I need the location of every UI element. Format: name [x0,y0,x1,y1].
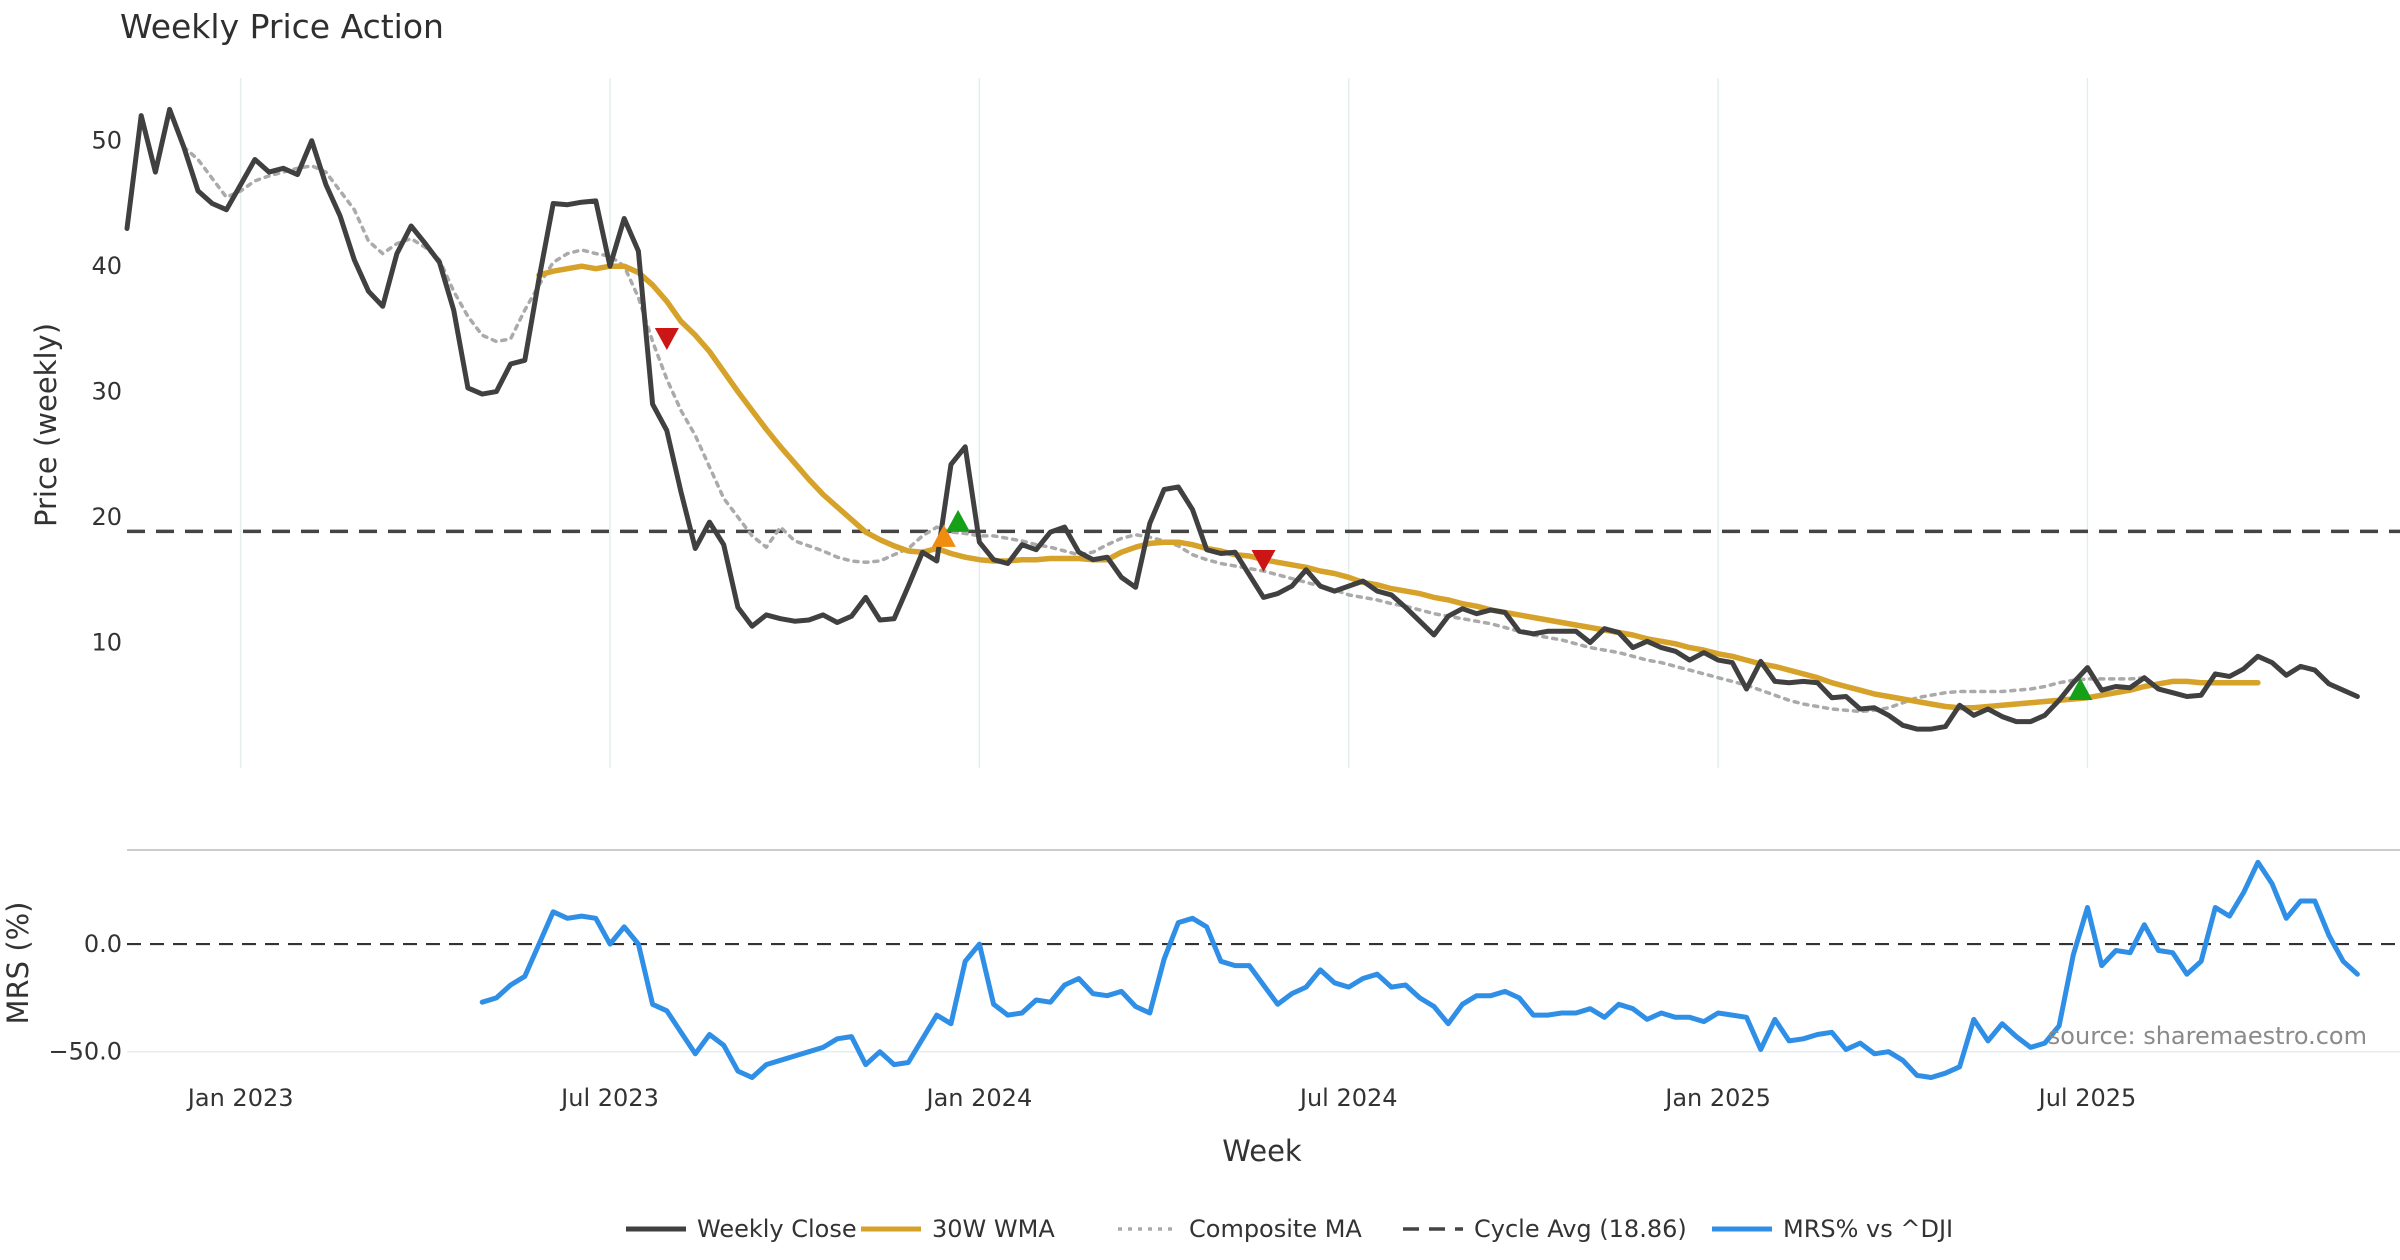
signal-marker-sell [654,327,679,350]
weekly-close-line [124,106,2360,732]
x-tick-label: Jul 2025 [2037,1084,2137,1112]
x-tick-label: Jan 2025 [1663,1084,1771,1112]
x-tick-label: Jul 2023 [559,1084,659,1112]
mrs-line [479,859,2360,1080]
x-axis-ticks: Jan 2023 Jul 2023 Jan 2024 Jul 2024 Jan 2025… [186,1084,2136,1112]
legend-label: Weekly Close [697,1215,857,1243]
legend-item-close: Weekly Close [626,1215,857,1243]
mrs-y-tick-label: −50.0 [48,1038,122,1066]
x-axis-label: Week [1222,1134,1302,1168]
price-series [124,106,2360,732]
signal-marker-neutral [931,524,956,547]
source-label: source: sharemaestro.com [2048,1022,2367,1050]
legend-label: Cycle Avg (18.86) [1474,1215,1687,1243]
price-gridlines [239,78,2089,768]
x-tick-label: Jan 2024 [925,1084,1033,1112]
signal-marker-sell [1251,550,1276,572]
composite-ma-line [182,145,2147,714]
x-tick-label: Jul 2024 [1298,1084,1398,1112]
legend-label: MRS% vs ^DJI [1783,1215,1953,1243]
legend-item-wma: 30W WMA [861,1215,1055,1243]
mrs-y-ticks: 0.0 −50.0 [48,930,122,1066]
legend-label: Composite MA [1189,1215,1362,1243]
price-y-tick-label: 50 [91,127,122,155]
x-tick-label: Jan 2023 [186,1084,294,1112]
price-y-tick-label: 20 [91,503,122,531]
mrs-panel: 0.0 −50.0 MRS (%) source: sharemaestro.co… [1,849,2400,1080]
price-y-tick-label: 30 [91,378,122,406]
legend-label: 30W WMA [932,1215,1055,1243]
mrs-series [479,859,2360,1080]
price-y-ticks: 10 20 30 40 50 [91,127,122,657]
price-panel: 10 20 30 40 50 Price (weekly) [29,78,2400,768]
wma-30w-line [536,263,2261,711]
mrs-y-tick-label: 0.0 [84,930,122,958]
signal-marker-buy [946,509,971,532]
chart-title: Weekly Price Action [120,7,444,46]
price-y-label: Price (weekly) [29,323,63,527]
legend-item-mrs: MRS% vs ^DJI [1712,1215,1953,1243]
price-y-tick-label: 40 [91,252,122,280]
legend-item-composite: Composite MA [1118,1215,1362,1243]
mrs-y-label: MRS (%) [1,902,35,1025]
signal-markers [654,327,2093,700]
price-y-tick-label: 10 [91,629,122,657]
legend-item-cycle: Cycle Avg (18.86) [1403,1215,1687,1243]
signal-marker-buy [2068,677,2093,700]
legend: Weekly Close 30W WMA Composite MA Cycle Avg… [626,1215,1953,1243]
